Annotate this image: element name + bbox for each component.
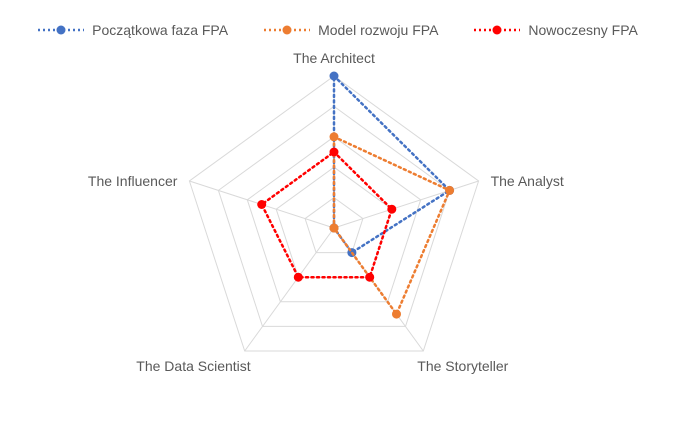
axis-label-the-architect: The Architect [293,50,375,66]
legend-swatch-poczatkowa [38,25,85,35]
legend-swatch-model [264,25,311,35]
grid-spoke-1 [333,180,479,229]
axis-label-the-data-scientist: The Data Scientist [136,358,250,374]
legend-label-poczatkowa: Początkowa faza FPA [92,22,229,38]
legend-item-nowoczesny[interactable]: Nowoczesny FPA [472,22,638,38]
series-line-1 [332,134,452,317]
series-2-point-0 [329,147,339,157]
legend-swatch-nowoczesny [474,25,521,35]
legend-label-model: Model rozwoju FPA [318,22,439,38]
legend-item-model[interactable]: Model rozwoju FPA [262,22,438,38]
legend-item-poczatkowa[interactable]: Początkowa faza FPA [36,22,228,38]
series-2 [257,147,397,282]
series-line-2 [260,150,394,279]
series-2-point-1 [387,204,397,214]
series-line-0 [332,73,452,255]
series-2-point-4 [257,200,267,209]
grid-spoke-3 [244,227,335,352]
series-1-point-4 [329,223,339,233]
series-1-point-2 [392,309,401,319]
series-0 [329,71,455,258]
axis-label-the-influencer: The Influencer [88,173,178,189]
series-0-point-0 [329,71,339,81]
axis-label-the-storyteller: The Storyteller [417,358,508,374]
legend-label-nowoczesny: Nowoczesny FPA [528,22,638,38]
legend: Początkowa faza FPA Model rozwoju FPA No… [0,22,674,38]
axis-label-the-analyst: The Analyst [491,173,564,189]
grid-ring-4 [217,105,451,327]
series-2-point-3 [293,272,303,282]
grid-ring-1 [304,196,364,254]
series-2-point-2 [365,272,375,282]
grid-ring-5 [188,75,480,352]
series-1 [329,132,455,319]
grid-ring-3 [246,136,422,303]
series-layer [257,71,455,319]
series-1-point-1 [445,185,455,195]
series-1-point-0 [329,132,339,142]
axis-labels: The Architect The Analyst The Storyteller T… [88,50,564,374]
